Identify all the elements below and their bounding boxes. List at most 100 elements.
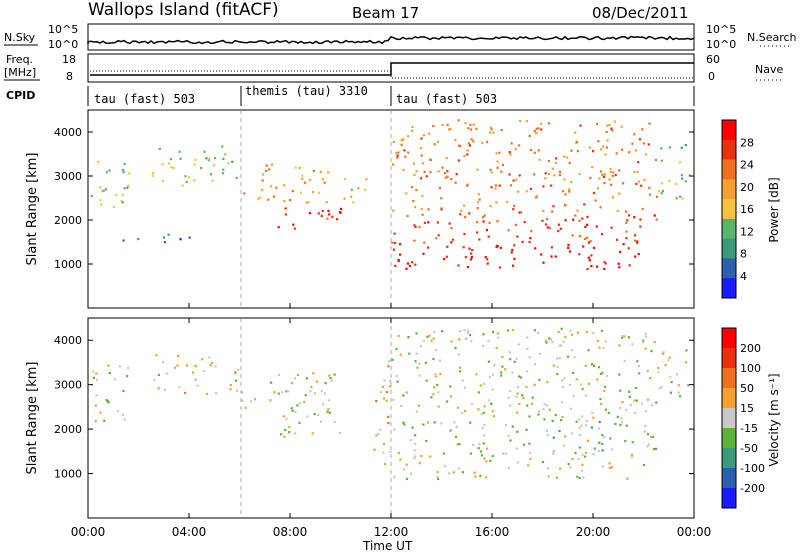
velocity-cell-6-54 bbox=[646, 445, 649, 448]
power-colorbar-frame bbox=[721, 119, 737, 299]
velocity-cell-2-4 bbox=[277, 373, 280, 376]
cpid-row: CPID tau (fast) 503 themis (tau) 3310 ta… bbox=[6, 84, 695, 106]
power-cell-5-44 bbox=[578, 253, 581, 256]
power-cell-1-4 bbox=[209, 173, 212, 176]
velocity-cell-2-11 bbox=[322, 403, 325, 406]
power-cell-5-63 bbox=[590, 264, 593, 268]
power-cell-0-8 bbox=[101, 190, 104, 193]
velocity-cell-6-21 bbox=[509, 439, 512, 442]
velocity-cell-1-10 bbox=[214, 365, 217, 368]
power-data-layer bbox=[90, 119, 691, 271]
power-cell-7-94 bbox=[467, 142, 470, 145]
power-cell-7-153 bbox=[641, 207, 644, 211]
power-cell-7-171 bbox=[588, 146, 591, 149]
power-cell-7-110 bbox=[570, 181, 573, 184]
velocity-cell-4-9 bbox=[387, 360, 391, 363]
velocity-cell-1-0 bbox=[185, 364, 188, 367]
velocity-cell-7-70 bbox=[488, 376, 491, 379]
velocity-cell-7-141 bbox=[416, 366, 419, 369]
nave-label: Nave bbox=[755, 63, 783, 76]
velocity-cell-7-83 bbox=[642, 339, 645, 342]
power-cell-3-11 bbox=[293, 227, 296, 230]
velocity-cell-1-32 bbox=[196, 384, 199, 387]
power-cell-2-22 bbox=[305, 201, 308, 204]
velocity-cell-6-43 bbox=[453, 421, 456, 424]
velocity-cell-3-11 bbox=[311, 432, 314, 435]
velocity-cell-7-115 bbox=[497, 336, 500, 339]
power-cell-6-13 bbox=[518, 211, 521, 214]
velocity-cell-5-49 bbox=[429, 455, 432, 458]
power-cell-2-34 bbox=[243, 192, 246, 195]
power-cell-6-61 bbox=[639, 225, 642, 228]
power-cell-0-7 bbox=[108, 169, 111, 172]
velocity-cell-2-30 bbox=[291, 409, 294, 412]
velocity-cell-6-46 bbox=[525, 428, 528, 431]
beam-label: Beam 17 bbox=[352, 4, 419, 22]
power-cell-7-173 bbox=[535, 196, 538, 199]
power-cell-7-152 bbox=[563, 178, 566, 181]
velocity-cell-8-9 bbox=[670, 380, 673, 384]
velocity-cell-5-45 bbox=[437, 477, 440, 481]
power-cell-7-132 bbox=[625, 210, 628, 213]
velocity-cell-7-243 bbox=[549, 338, 552, 341]
power-cell-7-175 bbox=[419, 147, 423, 150]
power-cell-7-128 bbox=[429, 158, 432, 161]
power-ylabel: Slant Range [km] bbox=[25, 153, 40, 266]
freq-trace bbox=[90, 62, 694, 76]
velocity-cell-6-55 bbox=[482, 442, 485, 445]
power-cell-6-63 bbox=[633, 239, 637, 242]
power-cell-6-5 bbox=[557, 223, 560, 226]
velocity-cell-7-21 bbox=[525, 385, 528, 388]
power-cell-7-193 bbox=[496, 166, 499, 169]
velocity-cell-4-2 bbox=[387, 365, 390, 368]
velocity-cell-2-29 bbox=[315, 380, 319, 383]
power-cell-7-187 bbox=[490, 171, 493, 174]
velocity-cell-7-94 bbox=[628, 395, 631, 398]
power-cell-7-62 bbox=[568, 162, 571, 165]
power-cell-6-18 bbox=[578, 219, 581, 222]
velocity-cell-7-132 bbox=[516, 411, 519, 414]
velocity-cell-7-232 bbox=[551, 341, 554, 344]
velocity-cell-5-7 bbox=[610, 466, 614, 469]
velocity-cell-5-33 bbox=[444, 464, 447, 468]
velocity-cell-7-87 bbox=[644, 332, 647, 335]
velocity-cell-2-5 bbox=[312, 372, 315, 375]
velocity-cell-1-29 bbox=[176, 364, 179, 367]
velocity-cell-2-15 bbox=[244, 406, 247, 409]
power-cell-7-36 bbox=[599, 206, 602, 209]
velocity-cell-5-20 bbox=[457, 467, 460, 470]
velocity-cell-2-12 bbox=[305, 377, 308, 380]
power-cell-7-166 bbox=[612, 171, 615, 174]
velocity-cell-7-47 bbox=[515, 357, 518, 360]
velocity-cell-7-57 bbox=[575, 378, 578, 381]
power-cell-7-225 bbox=[466, 184, 469, 187]
velocity-colorbar: 200 100 50 15 -15 -50 -100 -200 bbox=[721, 327, 765, 509]
velocity-cell-6-69 bbox=[650, 435, 653, 438]
power-cell-6-73 bbox=[564, 219, 567, 222]
velocity-cell-2-27 bbox=[327, 408, 330, 411]
velocity-cell-2-1 bbox=[269, 399, 272, 402]
power-cell-5-22 bbox=[399, 253, 402, 256]
power-cell-0-10 bbox=[121, 201, 124, 204]
power-cell-7-122 bbox=[455, 173, 458, 176]
power-cell-5-12 bbox=[586, 268, 589, 271]
power-cell-7-137 bbox=[501, 163, 505, 167]
power-cell-7-5 bbox=[496, 160, 499, 163]
power-cell-7-103 bbox=[544, 177, 547, 180]
power-cell-7-165 bbox=[637, 161, 640, 164]
power-cell-7-69 bbox=[528, 134, 531, 138]
power-cell-3-0 bbox=[308, 212, 311, 215]
power-cell-7-71 bbox=[596, 187, 599, 190]
velocity-cell-1-18 bbox=[234, 371, 237, 374]
velocity-cell-3-0 bbox=[284, 428, 287, 432]
power-cell-7-80 bbox=[568, 188, 571, 191]
velocity-cell-7-8 bbox=[545, 341, 548, 344]
power-cell-9-4 bbox=[137, 237, 140, 241]
velocity-cell-6-2 bbox=[507, 434, 510, 438]
velocity-cell-2-22 bbox=[330, 379, 333, 382]
power-cell-2-28 bbox=[301, 174, 304, 177]
power-cell-3-2 bbox=[317, 212, 320, 215]
velocity-cell-7-233 bbox=[454, 347, 457, 350]
velocity-cell-7-110 bbox=[560, 401, 564, 404]
power-cell-6-75 bbox=[423, 241, 426, 244]
